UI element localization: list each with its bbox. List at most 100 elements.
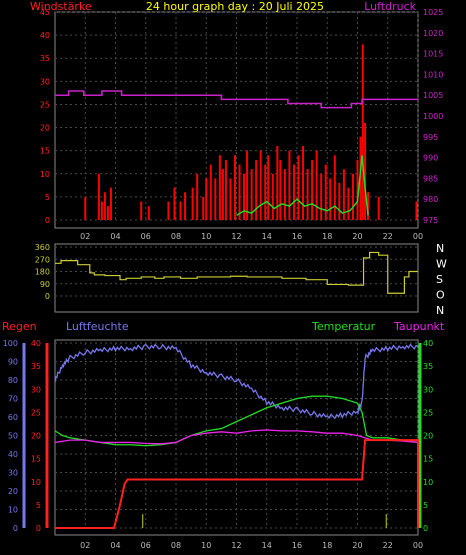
pressure-tick-label: 1005 <box>423 91 443 100</box>
rain-tick-label: 25 <box>31 408 41 417</box>
gust-bar <box>292 164 295 220</box>
pressure-line <box>55 90 418 109</box>
gust-bar <box>97 173 100 220</box>
pressure-tick-label: 980 <box>423 195 438 204</box>
gust-bar <box>233 155 236 220</box>
rain-tick-label: 35 <box>31 362 41 371</box>
temperature-tick-label: 40 <box>423 339 433 348</box>
temperature-tick-label: 35 <box>423 362 433 371</box>
x-tick-label: 16 <box>292 232 302 241</box>
pressure-tick-label: 1010 <box>423 70 443 79</box>
wind-tick-label: 10 <box>40 170 50 179</box>
gust-bar <box>342 169 345 220</box>
gust-bar <box>250 169 253 220</box>
compass-label: S <box>436 273 443 286</box>
gust-bar <box>218 155 221 220</box>
gust-bar <box>338 183 341 220</box>
gust-bar <box>147 206 150 220</box>
x-tick-label: 12 <box>231 541 241 550</box>
chart-title: 24 hour graph day : 20 Juli 2025 <box>146 0 324 13</box>
climate-panel-frame <box>54 339 419 536</box>
temperature-tick-label: 25 <box>423 408 433 417</box>
x-tick-label: 08 <box>171 232 181 241</box>
wind-axis-label: Windstärke <box>30 0 92 13</box>
gust-bar <box>205 178 208 220</box>
gust-bar <box>214 178 217 220</box>
direction-line <box>55 251 418 294</box>
humidity-tick-label: 20 <box>8 487 18 496</box>
gust-bar <box>109 187 112 220</box>
x-tick-label: 14 <box>262 541 272 550</box>
gust-bar <box>333 155 336 220</box>
pressure-tick-label: 1015 <box>423 50 443 59</box>
x-tick-label: 22 <box>383 541 393 550</box>
temperature-tick-label: 30 <box>423 385 433 394</box>
humidity-tick-label: 60 <box>8 413 18 422</box>
pressure-axis-label: Luftdruck <box>364 0 416 13</box>
gust-bar <box>351 173 354 220</box>
x-tick-label: 18 <box>322 541 332 550</box>
direction-tick-label: 360 <box>35 243 50 252</box>
x-tick-label: 20 <box>352 541 362 550</box>
pressure-tick-label: 1020 <box>423 29 443 38</box>
temperature-line <box>54 395 419 447</box>
humidity-tick-label: 80 <box>8 376 18 385</box>
gust-bar <box>271 173 274 220</box>
x-tick-label: 00 <box>413 232 423 241</box>
gust-bar <box>243 173 246 220</box>
dewpoint-line <box>54 429 419 445</box>
gust-bar <box>221 169 224 220</box>
direction-tick-label: 270 <box>35 255 50 264</box>
gust-bar <box>191 187 194 220</box>
wind-tick-label: 45 <box>40 8 50 17</box>
temperature-tick-label: 0 <box>423 524 428 533</box>
rain-tick-label: 15 <box>31 455 41 464</box>
gust-bar <box>167 201 170 220</box>
gust-bar <box>306 169 309 220</box>
pressure-tick-label: 990 <box>423 154 438 163</box>
direction-panel-frame <box>54 243 419 313</box>
pressure-tick-label: 995 <box>423 133 438 142</box>
gust-bar <box>302 146 305 220</box>
temperature-tick-label: 5 <box>423 501 428 510</box>
gust-bar <box>283 169 286 220</box>
x-tick-label: 02 <box>80 541 90 550</box>
gust-bar <box>364 122 367 220</box>
gust-bar <box>347 187 350 220</box>
gust-bar <box>196 173 199 220</box>
gust-bar <box>209 164 212 220</box>
x-tick-label: 12 <box>231 232 241 241</box>
gust-bar <box>359 136 362 220</box>
x-tick-label: 04 <box>110 541 120 550</box>
wind-tick-label: 20 <box>40 124 50 133</box>
dewpoint-axis-label: Taupunkt <box>393 320 445 333</box>
x-tick-label: 22 <box>383 232 393 241</box>
humidity-tick-label: 70 <box>8 395 18 404</box>
temperature-tick-label: 10 <box>423 478 433 487</box>
wind-tick-label: 25 <box>40 100 50 109</box>
wind-tick-label: 35 <box>40 54 50 63</box>
compass-label: W <box>436 258 447 271</box>
gust-bar <box>100 201 103 220</box>
x-tick-label: 18 <box>322 232 332 241</box>
humidity-tick-label: 30 <box>8 469 18 478</box>
gust-bar <box>320 173 323 220</box>
temperature-tick-label: 15 <box>423 455 433 464</box>
humidity-tick-label: 40 <box>8 450 18 459</box>
wind-tick-label: 5 <box>45 193 50 202</box>
pressure-tick-label: 1000 <box>423 112 443 121</box>
gust-bar <box>324 164 327 220</box>
wind-tick-label: 30 <box>40 77 50 86</box>
direction-tick-label: 0 <box>45 292 50 301</box>
x-tick-label: 10 <box>201 541 211 550</box>
humidity-axis-label: Luftfeuchte <box>66 320 129 333</box>
gust-bar <box>311 159 314 220</box>
gust-bar <box>276 146 279 220</box>
wind-tick-label: 40 <box>40 31 50 40</box>
gust-bar <box>329 178 332 220</box>
gust-bar <box>246 150 249 220</box>
rain-tick-label: 10 <box>31 478 41 487</box>
pressure-tick-label: 1025 <box>423 8 443 17</box>
compass-label: N <box>436 304 444 317</box>
